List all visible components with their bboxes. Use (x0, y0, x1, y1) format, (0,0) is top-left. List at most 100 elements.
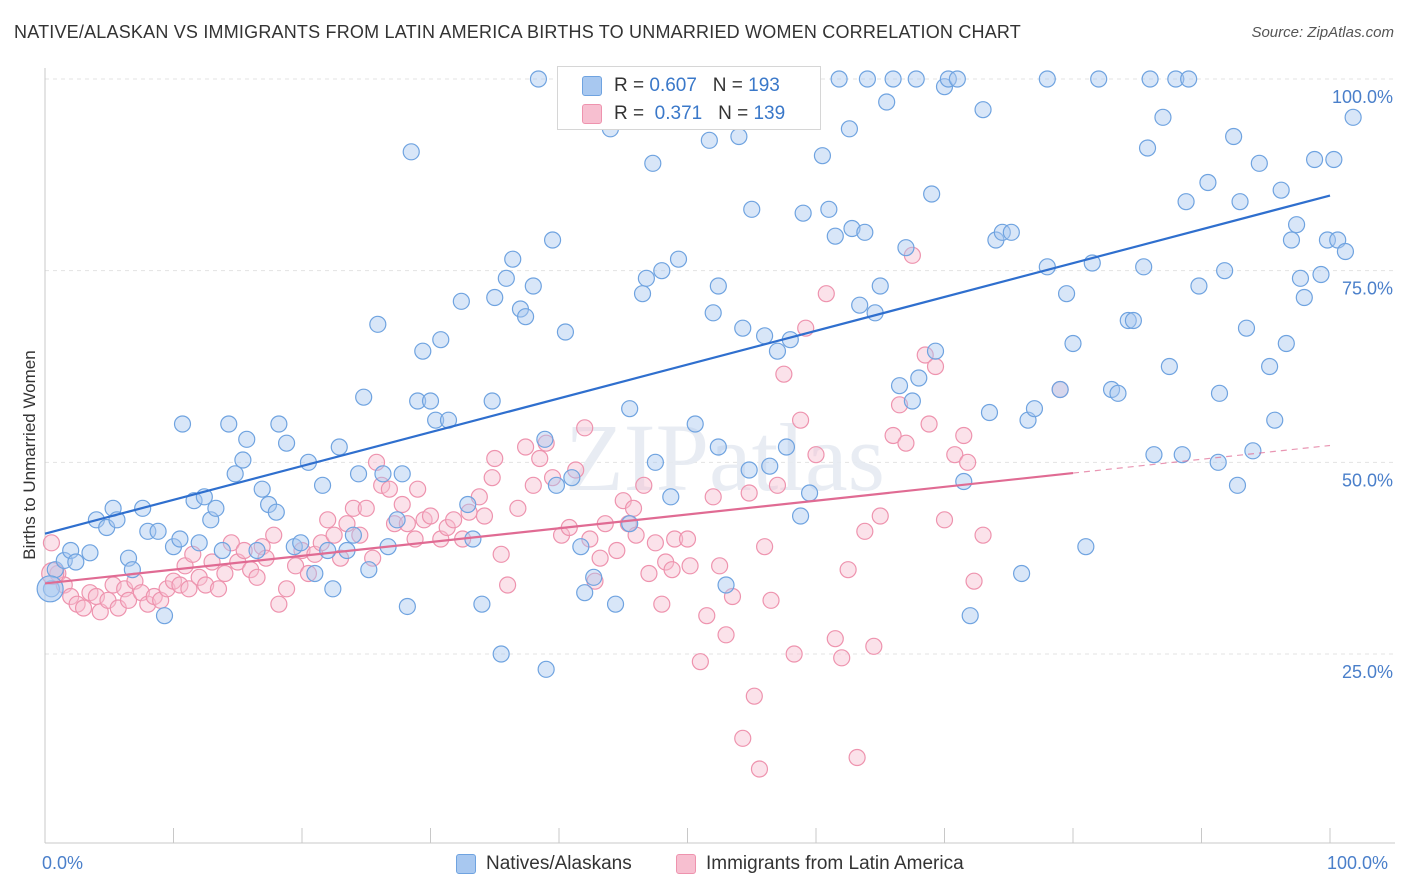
natives-point (830, 70, 848, 88)
natives-point (704, 304, 722, 322)
natives-point (761, 457, 779, 475)
natives-point (492, 645, 510, 663)
natives-point (1077, 538, 1095, 556)
immigrants-point (965, 572, 983, 590)
natives-point (791, 507, 810, 525)
natives-point (67, 553, 85, 571)
n-label: N = (718, 103, 749, 124)
natives-point (1012, 564, 1031, 583)
natives-point (402, 143, 420, 161)
natives-point (955, 472, 973, 491)
natives-point (344, 526, 362, 544)
immigrants-point (216, 564, 234, 583)
natives-point (1216, 262, 1234, 280)
natives-point (1141, 70, 1159, 88)
natives-point (1135, 258, 1153, 276)
immigrants-point (711, 557, 729, 575)
immigrants-point (277, 580, 296, 598)
r-value-natives: 0.607 (649, 75, 697, 96)
immigrants-point (920, 415, 938, 433)
natives-point (483, 392, 501, 410)
natives-point (1090, 70, 1108, 88)
natives-point (709, 438, 727, 456)
natives-point (452, 292, 470, 310)
natives-point (220, 415, 238, 433)
natives-point (277, 434, 296, 452)
natives-point (504, 250, 522, 268)
immigrants-point (576, 419, 594, 437)
immigrants-point (445, 511, 463, 529)
immigrants-point (897, 434, 915, 452)
immigrants-point (704, 488, 722, 506)
immigrants-point (624, 499, 643, 517)
y-tick-label: 25.0% (1342, 662, 1393, 682)
immigrants-point (398, 515, 416, 533)
immigrants-point (608, 541, 626, 560)
immigrants-point (791, 411, 810, 429)
natives-point (1190, 277, 1208, 295)
x-tick-label-left: 0.0% (42, 853, 84, 873)
natives-point (1344, 108, 1362, 126)
natives-point (926, 342, 945, 360)
natives-point (173, 415, 192, 433)
natives-point (755, 327, 774, 345)
natives-point (524, 277, 542, 295)
legend-row-natives: R = 0.607 N = 193 (582, 71, 780, 101)
immigrants-point (946, 446, 964, 464)
immigrants-point (678, 530, 697, 548)
immigrants-point (785, 645, 803, 663)
natives-point (1064, 334, 1082, 353)
natives-point (961, 607, 979, 625)
immigrants-swatch (582, 104, 602, 124)
immigrants-point (393, 495, 411, 514)
immigrants-point (357, 499, 375, 517)
immigrants-point (119, 591, 138, 609)
natives-point (313, 476, 332, 494)
natives-point (409, 392, 427, 410)
natives-point (1002, 223, 1020, 241)
immigrants-point (755, 538, 774, 556)
natives-point (826, 227, 844, 245)
immigrants-point (775, 365, 793, 383)
natives-point (1177, 193, 1195, 211)
legend-row-immigrants: R = 0.371 N = 139 (582, 99, 785, 129)
natives-point (910, 369, 928, 387)
immigrants-point (475, 507, 494, 525)
natives-point (226, 465, 244, 483)
n-value-immigrants: 139 (753, 103, 786, 124)
natives-point (369, 315, 387, 333)
natives-point (884, 70, 902, 88)
natives-point (374, 465, 392, 483)
natives-point (529, 70, 548, 88)
natives-point (1225, 127, 1243, 146)
immigrants-legend-label: Immigrants from Latin America (706, 853, 964, 874)
natives-point (292, 534, 310, 552)
immigrants-point (839, 561, 857, 579)
natives-point (267, 503, 285, 521)
natives-point (207, 499, 225, 517)
natives-point (547, 476, 566, 494)
immigrants-trend-extension (1072, 444, 1331, 474)
natives-point (1325, 150, 1343, 169)
immigrants-point (499, 576, 517, 594)
immigrants-point (524, 476, 542, 494)
natives-point (1261, 357, 1279, 376)
natives-point (427, 411, 445, 429)
natives-point (270, 415, 288, 433)
immigrants-point (691, 653, 709, 671)
legend-natives: Natives/Alaskans (456, 851, 632, 877)
natives-point (1287, 216, 1306, 234)
natives-point (1180, 70, 1198, 88)
natives-point (980, 403, 999, 422)
immigrants-point (235, 541, 253, 560)
immigrants-point (698, 607, 716, 625)
natives-point (459, 495, 477, 514)
immigrants-point (768, 476, 787, 494)
natives-points (36, 70, 1362, 678)
natives-point (1025, 400, 1044, 418)
natives-point (646, 453, 664, 471)
natives-point (730, 127, 748, 146)
y-tick-labels: 25.0% 50.0% 75.0% 100.0% (1332, 87, 1393, 682)
natives-point (319, 541, 337, 560)
natives-point (563, 469, 581, 487)
